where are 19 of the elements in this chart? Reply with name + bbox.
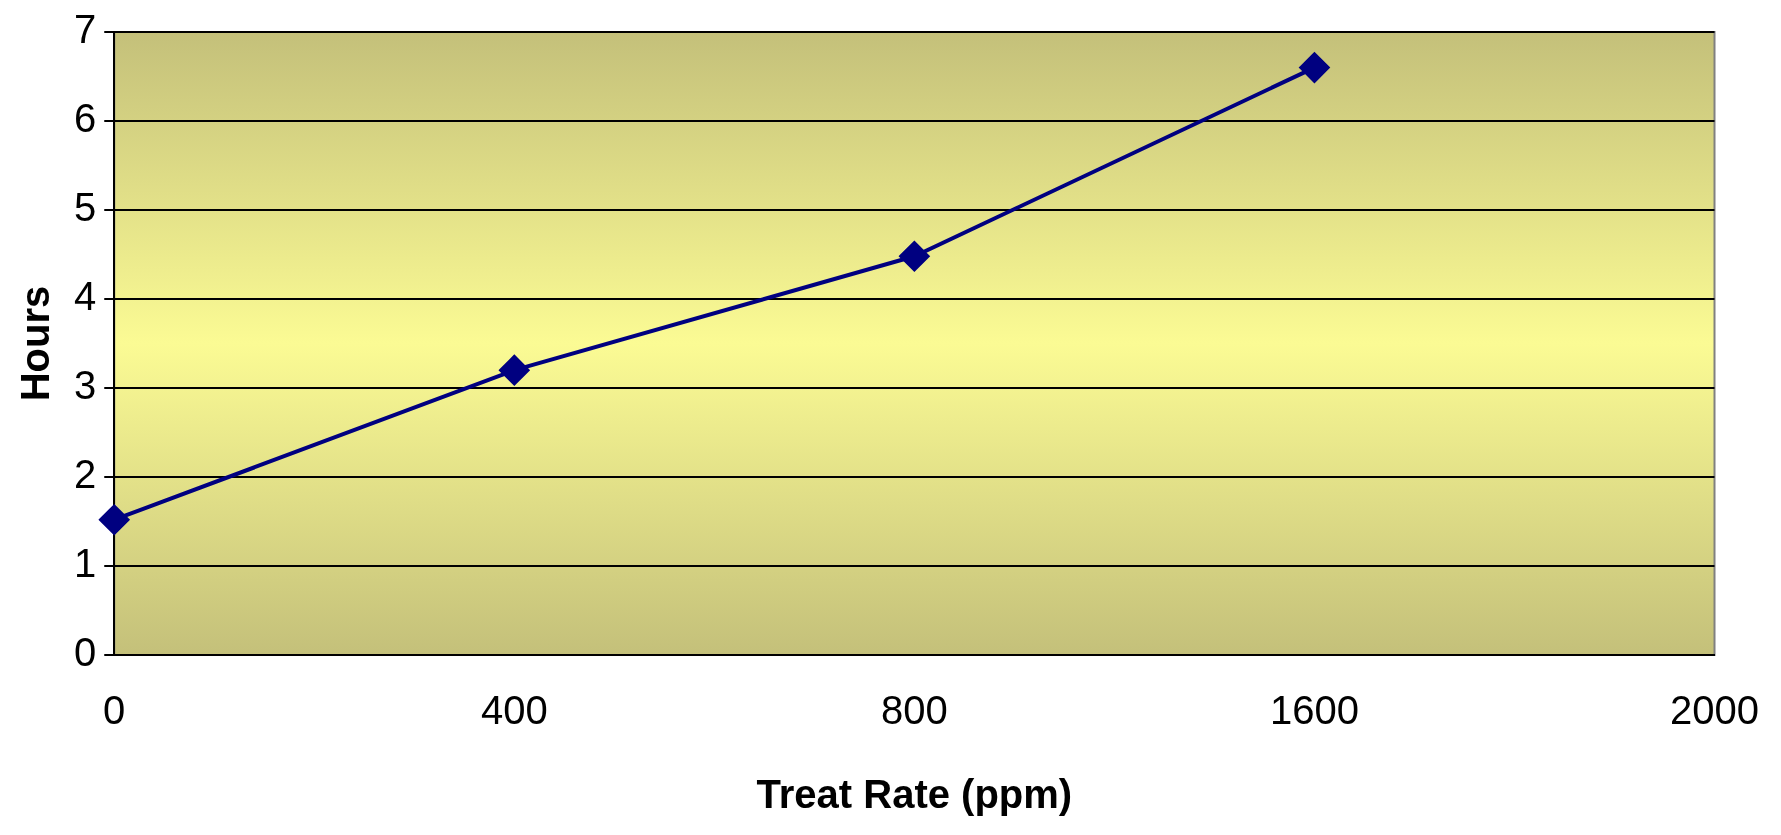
y-axis-title: Hours [13, 285, 58, 402]
x-tick-label: 2000 [1670, 688, 1759, 733]
point [1299, 52, 1330, 83]
point [899, 241, 930, 272]
y-tick-label: 3 [74, 363, 97, 408]
y-tick-label: 5 [74, 185, 97, 230]
x-axis-title: Treat Rate (ppm) [756, 772, 1073, 817]
point [499, 355, 530, 386]
y-tick-label: 7 [74, 7, 97, 52]
x-tick-label: 0 [103, 688, 126, 733]
y-tick-label: 1 [74, 541, 97, 586]
y-tick-label: 6 [74, 96, 97, 141]
point [99, 504, 130, 535]
x-tick-label: 800 [881, 688, 948, 733]
y-tick-label: 0 [74, 630, 97, 675]
x-tick-label: 1600 [1269, 688, 1359, 733]
x-tick-label: 400 [480, 688, 548, 733]
y-tick-label: 2 [74, 452, 97, 497]
y-tick-label: 4 [74, 274, 97, 319]
